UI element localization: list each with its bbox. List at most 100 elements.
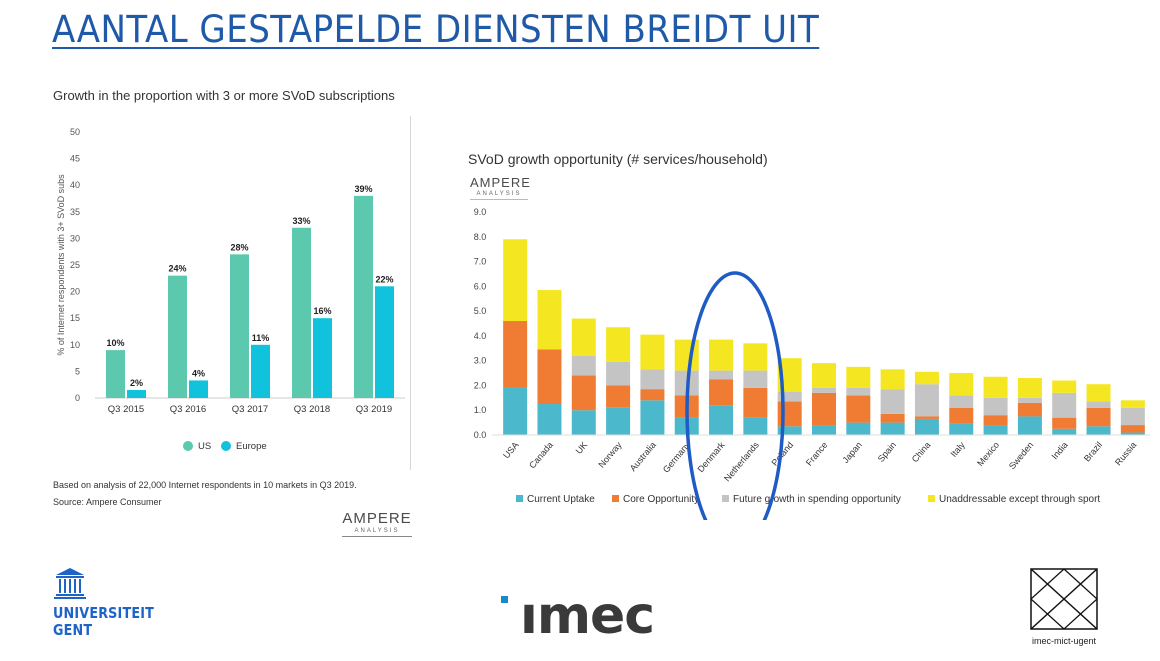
legend-label: US — [198, 441, 211, 452]
stack-segment — [743, 370, 768, 388]
stack-segment — [640, 400, 665, 435]
stack-segment — [537, 404, 562, 435]
y-tick-label: 10 — [70, 340, 80, 350]
ampere-logo-right: AMPERE ANALYSIS — [470, 175, 531, 200]
stack-segment — [640, 334, 665, 370]
stack-segment — [640, 389, 665, 401]
x-tick-label: Q3 2017 — [232, 404, 268, 415]
stack-segment — [983, 376, 1008, 398]
stack-segment — [1120, 425, 1145, 433]
stack-segment — [743, 343, 768, 371]
legend-label: Current Uptake — [527, 494, 595, 505]
x-tick-label: Mexico — [975, 440, 1001, 468]
stack-segment — [1017, 416, 1042, 435]
bar-data-label: 24% — [168, 264, 186, 274]
stack-segment — [777, 391, 802, 402]
stack-segment — [1052, 392, 1077, 418]
stack-segment — [983, 397, 1008, 416]
stack-segment — [1017, 378, 1042, 398]
x-tick-label: China — [910, 440, 933, 464]
stack-segment — [846, 387, 871, 396]
legend-swatch — [516, 495, 523, 502]
ampere-logo-left: AMPERE ANALYSIS — [342, 511, 412, 537]
y-tick-label: 4.0 — [474, 331, 487, 341]
y-tick-label: 0 — [75, 393, 80, 403]
stack-segment — [674, 339, 699, 371]
stack-segment — [709, 379, 734, 406]
mict-logo: imec-mict-ugent — [1030, 568, 1098, 646]
y-axis-label: % of Internet respondents with 3+ SVoD s… — [56, 174, 66, 356]
x-tick-label: Canada — [527, 440, 555, 471]
stack-segment — [1120, 400, 1145, 408]
bar-data-label: 11% — [252, 333, 270, 343]
bar-data-label: 2% — [130, 378, 143, 388]
left-chart-frame — [50, 116, 411, 470]
bar — [313, 318, 332, 398]
x-tick-label: Q3 2016 — [170, 404, 206, 415]
legend-swatch — [183, 441, 193, 451]
svod-three-plus-chart: 0 5 10 15 20 25 30 35 40 45 50 % of Internet respon… — [56, 127, 405, 452]
stack-segment — [537, 290, 562, 350]
x-tick-label: India — [1050, 440, 1070, 461]
ugent-building-icon — [54, 568, 86, 599]
ampere-logo-word-right: AMPERE — [470, 175, 531, 190]
stack-segment — [571, 318, 596, 356]
y-tick-label: 25 — [70, 260, 80, 270]
stack-segment — [983, 415, 1008, 426]
legend-swatch — [221, 441, 231, 451]
stack-segment — [1120, 432, 1145, 435]
bar — [375, 286, 394, 398]
y-tick-label: 6.0 — [474, 281, 487, 291]
svod-growth-opportunity-chart: 0.0 1.0 2.0 3.0 4.0 5.0 6.0 7.0 8.0 9.0 USA Canada U… — [474, 207, 1150, 520]
stack-segment — [983, 425, 1008, 435]
stack-segment — [880, 389, 905, 414]
stack-segment — [777, 426, 802, 435]
bar-data-label: 39% — [354, 184, 372, 194]
ugent-logo: UNIVERSITEIT GENT — [53, 566, 172, 639]
stack-segment — [949, 407, 974, 424]
bar-data-label: 16% — [313, 306, 331, 316]
stack-segment — [880, 369, 905, 390]
stack-segment — [1086, 384, 1111, 402]
y-tick-label: 5.0 — [474, 306, 487, 316]
highlight-ellipse — [685, 271, 785, 520]
stack-segment — [743, 417, 768, 435]
stack-segment — [846, 366, 871, 388]
ampere-logo-word: AMPERE — [342, 510, 412, 527]
x-tick-label: Italy — [949, 439, 968, 458]
stack-segment — [1086, 401, 1111, 408]
stack-segment — [812, 392, 836, 426]
stack-segment — [1052, 428, 1077, 435]
bar-data-label: 4% — [192, 368, 205, 378]
stack-segment — [812, 387, 836, 393]
right-chart-title: SVoD growth opportunity (# services/hous… — [468, 151, 768, 167]
stack-segment — [606, 407, 631, 435]
stack-segment — [914, 416, 939, 419]
imec-wordmark: ımec — [520, 586, 655, 646]
stack-segment — [571, 375, 596, 411]
stack-segment — [1052, 380, 1077, 393]
legend-label: Core Opportunity — [623, 494, 699, 505]
stack-segment — [949, 423, 974, 435]
stack-segment — [606, 327, 631, 362]
x-tick-label: Denmark — [695, 439, 726, 474]
stack-segment — [709, 405, 734, 435]
stack-segment — [1120, 407, 1145, 426]
stack-segment — [914, 418, 939, 435]
legend-swatch — [612, 495, 619, 502]
stack-segment — [1052, 417, 1077, 429]
bar — [251, 344, 270, 398]
legend-label: Future growth in spending opportunity — [733, 494, 901, 505]
stack-segment — [846, 422, 871, 435]
stack-segment — [503, 321, 528, 388]
stack-segment — [503, 239, 528, 322]
y-tick-label: 0.0 — [474, 430, 487, 440]
stack-segment — [571, 355, 596, 376]
y-tick-label: 15 — [70, 313, 80, 323]
chart-note: Based on analysis of 22,000 Internet res… — [53, 480, 357, 490]
ampere-logo-sub-right: ANALYSIS — [476, 191, 522, 197]
y-tick-label: 20 — [70, 287, 80, 297]
ugent-line2: GENT — [53, 621, 93, 639]
bar-data-label: 22% — [375, 274, 393, 284]
chart-subtitle: Growth in the proportion with 3 or more … — [53, 88, 395, 103]
